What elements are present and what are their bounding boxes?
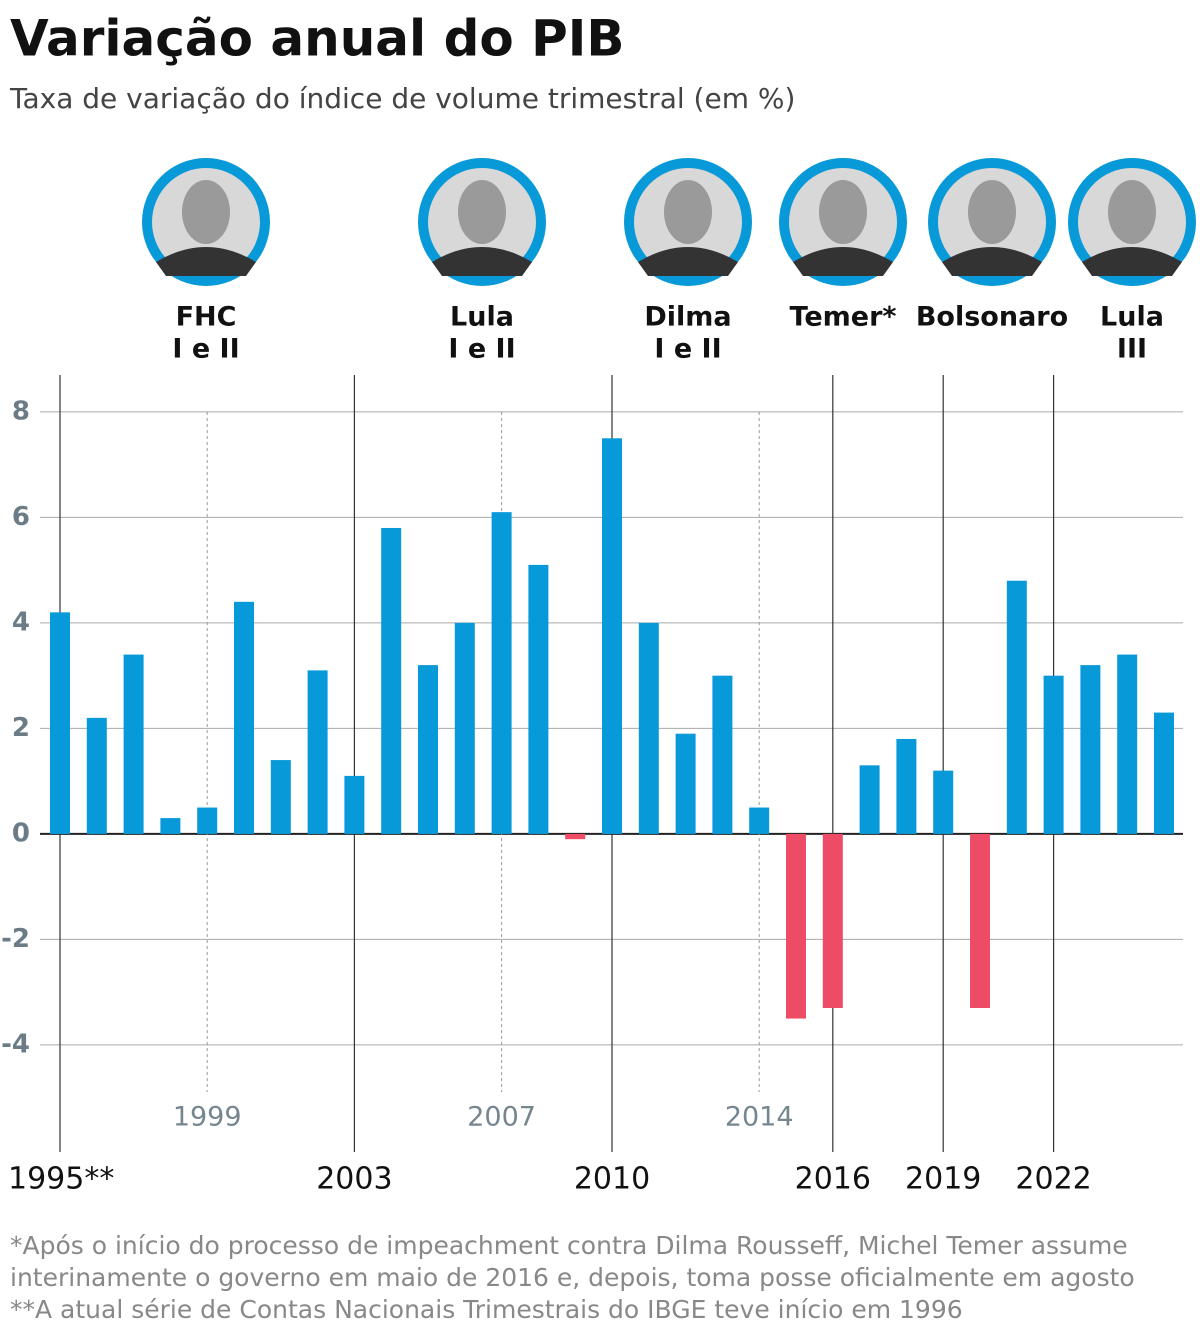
bar (1117, 654, 1138, 834)
y-tick-label: 6 (12, 502, 30, 532)
chart-subtitle: Taxa de variação do índice de volume tri… (9, 82, 795, 115)
president-term: I e II (654, 334, 721, 365)
president-name: Temer* (789, 302, 896, 333)
bar (418, 665, 438, 834)
president-name: Bolsonaro (916, 302, 1068, 333)
president-suit (793, 247, 893, 276)
bar (1006, 580, 1027, 834)
bar (197, 807, 218, 834)
bar (86, 717, 107, 834)
x-tick-label: 2010 (574, 1162, 650, 1197)
bar (234, 601, 254, 834)
bar (160, 818, 181, 834)
bar (491, 512, 512, 834)
chart-title: Variação anual do PIB (10, 10, 625, 68)
president-head (182, 180, 230, 244)
president-head (458, 180, 506, 244)
bar (675, 733, 696, 834)
bar (896, 738, 917, 834)
president-suit (156, 247, 256, 276)
bar (712, 675, 733, 834)
president-name: FHC (176, 302, 237, 333)
y-tick-label: 8 (12, 396, 30, 426)
x-tick-label: 2019 (905, 1162, 981, 1197)
bar (1043, 675, 1064, 834)
y-tick-label: 4 (12, 607, 30, 637)
president-name: Lula (450, 302, 514, 333)
bar (270, 760, 291, 834)
bar (1080, 665, 1101, 834)
footnote: *Após o início do processo de impeachmen… (10, 1231, 1128, 1260)
bar (859, 765, 880, 834)
y-tick-label: 2 (12, 713, 30, 743)
bar (454, 622, 475, 834)
president-term: I e II (172, 334, 239, 365)
x-tick-label-minor: 2014 (725, 1102, 794, 1133)
bar (638, 622, 659, 834)
bar (528, 564, 549, 834)
bar (786, 833, 806, 1019)
bar (1154, 712, 1174, 834)
bar (307, 670, 328, 834)
y-tick-label: -2 (1, 924, 30, 954)
bar (602, 438, 622, 834)
bar (822, 833, 843, 1008)
bar (749, 807, 770, 834)
bar (344, 775, 365, 834)
president-head (819, 180, 867, 244)
president-term: III (1117, 334, 1147, 365)
x-tick-label-minor: 1999 (173, 1102, 242, 1133)
bar (123, 654, 144, 834)
x-tick-label: 2003 (316, 1162, 392, 1197)
president-suit (942, 247, 1042, 276)
y-tick-label: 0 (12, 818, 30, 848)
x-tick-label: 1995** (8, 1162, 114, 1197)
president-name: Lula (1100, 302, 1164, 333)
president-head (968, 180, 1016, 244)
x-tick-label: 2016 (795, 1162, 871, 1197)
president-term: I e II (448, 334, 515, 365)
bar (970, 833, 990, 1008)
bar (50, 612, 70, 834)
footnote: **A atual série de Contas Nacionais Trim… (10, 1295, 963, 1320)
x-tick-label: 2022 (1015, 1162, 1091, 1197)
president-suit (638, 247, 738, 276)
footnote: interinamente o governo em maio de 2016 … (10, 1263, 1135, 1292)
president-suit (432, 247, 532, 276)
y-tick-label: -4 (1, 1029, 30, 1059)
president-name: Dilma (644, 302, 731, 333)
bar (565, 833, 586, 840)
bar (381, 527, 402, 834)
president-head (1108, 180, 1156, 244)
president-suit (1082, 247, 1182, 276)
president-head (664, 180, 712, 244)
bar (933, 770, 954, 834)
x-tick-label-minor: 2007 (467, 1102, 536, 1133)
